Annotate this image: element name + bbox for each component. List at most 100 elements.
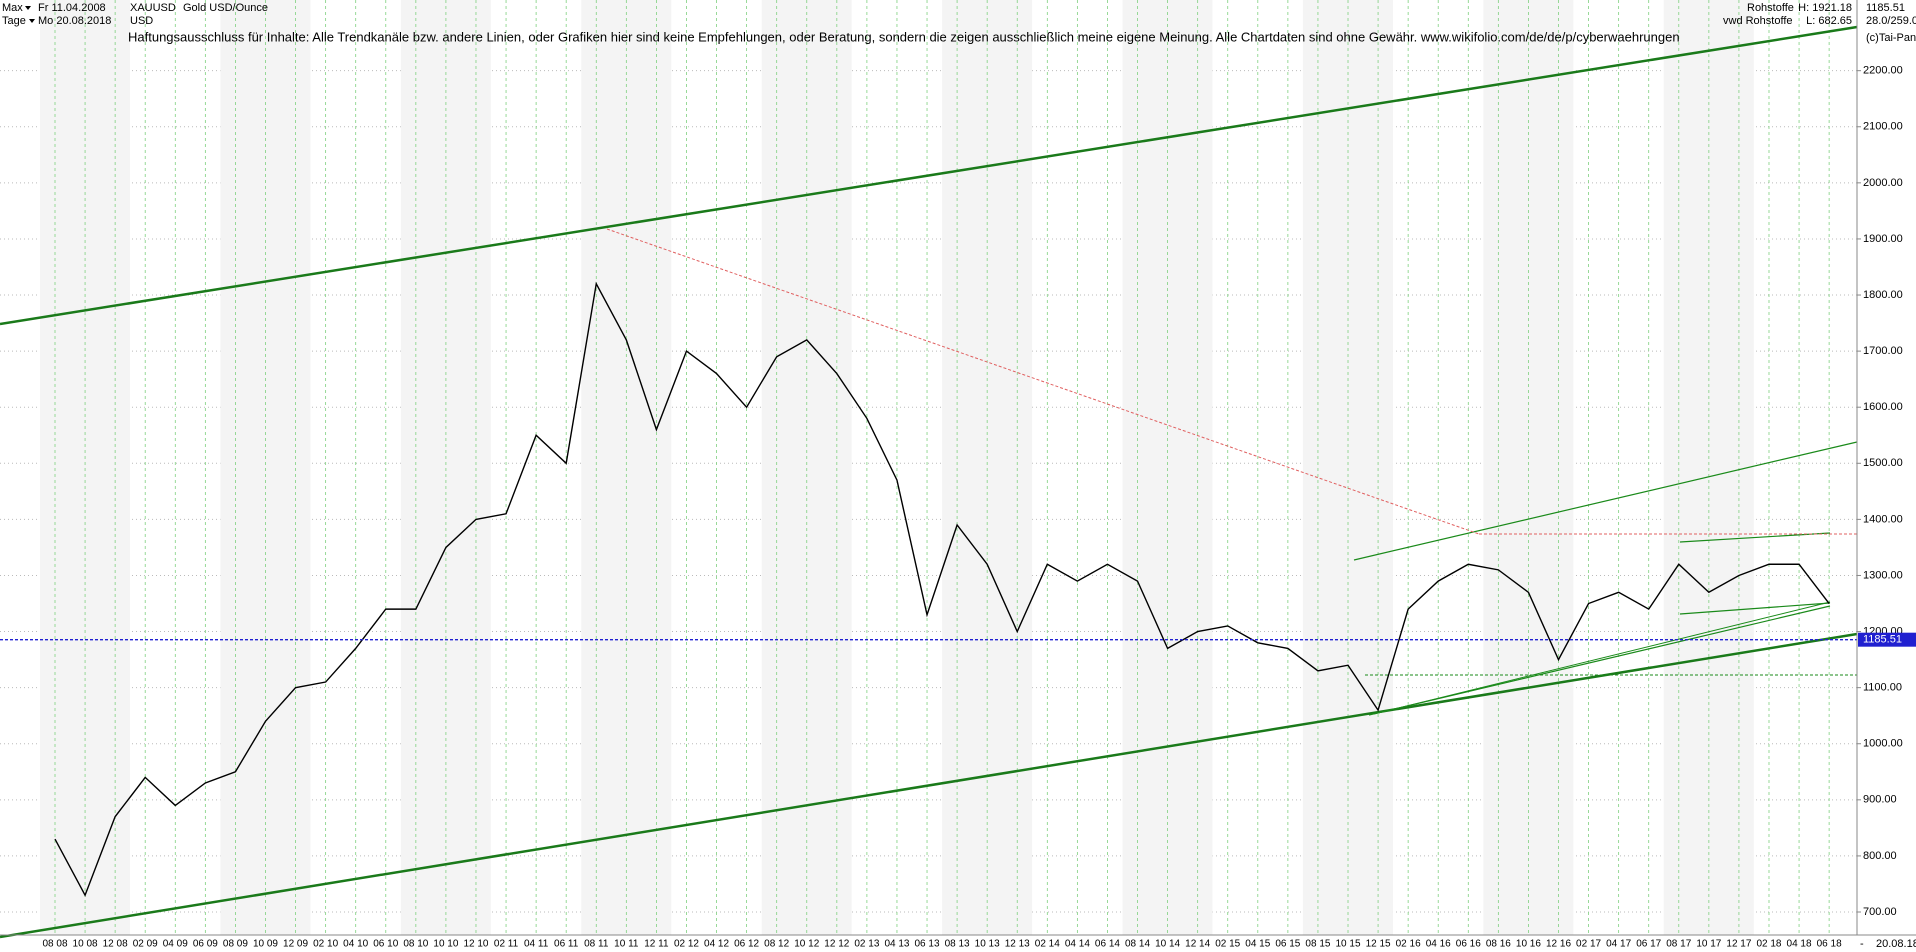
- year-band: [1302, 0, 1393, 935]
- x-tick-label: 12 15: [1366, 939, 1391, 950]
- x-tick-label: 10 12: [794, 939, 819, 950]
- x-tick-label: 04 11: [524, 939, 549, 950]
- y-tick-label: 2000.00: [1863, 177, 1903, 189]
- x-tick-label: 10 15: [1335, 939, 1360, 950]
- trend-line: [1373, 601, 1831, 715]
- y-tick-label: 1500.00: [1863, 457, 1903, 469]
- year-band: [400, 0, 491, 935]
- x-tick-label: 12 16: [1546, 939, 1571, 950]
- x-tick-label: 04 18: [1787, 939, 1812, 950]
- year-band: [1663, 0, 1754, 935]
- x-tick-label: 04 16: [1426, 939, 1451, 950]
- x-tick-label: 06 09: [193, 939, 218, 950]
- x-tick-label: 10 13: [975, 939, 1000, 950]
- y-tick-label: 800.00: [1863, 850, 1897, 862]
- last-value-box: [1858, 632, 1916, 647]
- y-tick-label: 700.00: [1863, 906, 1897, 918]
- x-tick-label: 08 12: [764, 939, 789, 950]
- y-tick-label: 1600.00: [1863, 401, 1903, 413]
- x-tick-label: 08 15: [1305, 939, 1330, 950]
- x-tick-label: 06 17: [1636, 939, 1661, 950]
- x-tick-label: 12 10: [463, 939, 488, 950]
- x-tick-label: 12 13: [1005, 939, 1030, 950]
- x-tick-label: 02 17: [1576, 939, 1601, 950]
- year-band: [40, 0, 130, 935]
- x-tick-label: 08 09: [223, 939, 248, 950]
- resistance-line: [606, 228, 1480, 535]
- from-date: Fr 11.04.2008: [38, 2, 106, 14]
- year-band: [942, 0, 1033, 935]
- x-tick-label: 04 12: [704, 939, 729, 950]
- low: L: 682.65: [1806, 15, 1852, 27]
- y-tick-label: 2100.00: [1863, 121, 1903, 133]
- x-tick-label: 12 17: [1726, 939, 1751, 950]
- year-band: [220, 0, 311, 935]
- y-tick-label: 1400.00: [1863, 513, 1903, 525]
- x-tick-label: 08 08: [42, 939, 67, 950]
- x-tick-label: 10 08: [73, 939, 98, 950]
- x-tick-label: 10 09: [253, 939, 278, 950]
- x-tick-label: 08 16: [1486, 939, 1511, 950]
- instrument-name: Gold USD/Ounce: [183, 2, 268, 14]
- x-tick-label: 12 09: [283, 939, 308, 950]
- x-tick-label: 06 15: [1275, 939, 1300, 950]
- x-tick-label: 10 17: [1696, 939, 1721, 950]
- dropdown-arrow[interactable]: [25, 6, 31, 10]
- x-tick-label: 06 18: [1817, 939, 1842, 950]
- x-tick-label: 02 15: [1215, 939, 1240, 950]
- x-tick-label: 02 12: [674, 939, 699, 950]
- dash: -: [1860, 938, 1864, 950]
- x-tick-label: 06 12: [734, 939, 759, 950]
- x-tick-label: 12 11: [644, 939, 669, 950]
- x-tick-label: 10 11: [614, 939, 639, 950]
- x-tick-label: 10 14: [1155, 939, 1180, 950]
- x-tick-label: 04 14: [1065, 939, 1090, 950]
- group: Rohstoffe: [1747, 2, 1794, 14]
- x-tick-label: 08 14: [1125, 939, 1150, 950]
- series: [0, 281, 1857, 897]
- x-tick-label: 04 17: [1606, 939, 1631, 950]
- dropdown-arrow[interactable]: [29, 19, 35, 23]
- x-tick-label: 10 10: [433, 939, 458, 950]
- year-band: [1483, 0, 1574, 935]
- x-tick-label: 08 17: [1666, 939, 1691, 950]
- high: H: 1921.18: [1798, 2, 1852, 14]
- x-tick-label: 06 14: [1095, 939, 1120, 950]
- source: vwd Rohstoffe: [1723, 15, 1793, 27]
- trend-channel-upper: [0, 25, 1858, 326]
- x-tick-label: 08 10: [403, 939, 428, 950]
- year-band: [1122, 0, 1213, 935]
- trend-channel-lower: [0, 632, 1858, 939]
- y-tick-label: 1000.00: [1863, 738, 1903, 750]
- x-tick-label: 04 13: [884, 939, 909, 950]
- x-tick-label: 10 16: [1516, 939, 1541, 950]
- year-band: [581, 0, 672, 935]
- y-tick-label: 1800.00: [1863, 289, 1903, 301]
- x-tick-label: 02 18: [1756, 939, 1781, 950]
- x-tick-label: 04 15: [1245, 939, 1270, 950]
- date-label: 20.08.18: [1876, 938, 1916, 950]
- x-tick-label: 02 13: [854, 939, 879, 950]
- unit-select[interactable]: Tage: [2, 15, 26, 27]
- y-tick-label: 1300.00: [1863, 569, 1903, 581]
- y-tick-label: 900.00: [1863, 794, 1897, 806]
- x-tick-label: 02 16: [1396, 939, 1421, 950]
- copyright: (c)Tai-Pan: [1866, 32, 1916, 44]
- x-tick-label: 02 11: [494, 939, 519, 950]
- x-tick-label: 12 12: [824, 939, 849, 950]
- x-tick-label: 12 14: [1185, 939, 1210, 950]
- x-tick-label: 08 13: [945, 939, 970, 950]
- symbol: XAUUSD: [130, 2, 176, 14]
- year-band: [761, 0, 852, 935]
- trend-line: [1679, 602, 1831, 615]
- price-line: [54, 281, 1830, 897]
- x-tick-label: 06 16: [1456, 939, 1481, 950]
- x-tick-label: 02 14: [1035, 939, 1060, 950]
- range-select[interactable]: Max: [2, 2, 23, 14]
- y-tick-label: 2200.00: [1863, 65, 1903, 77]
- x-tick-label: 06 13: [915, 939, 940, 950]
- x-tick-label: 02 09: [133, 939, 158, 950]
- last-value-label: 1185.51: [1863, 634, 1902, 646]
- y-tick-label: 1900.00: [1863, 233, 1903, 245]
